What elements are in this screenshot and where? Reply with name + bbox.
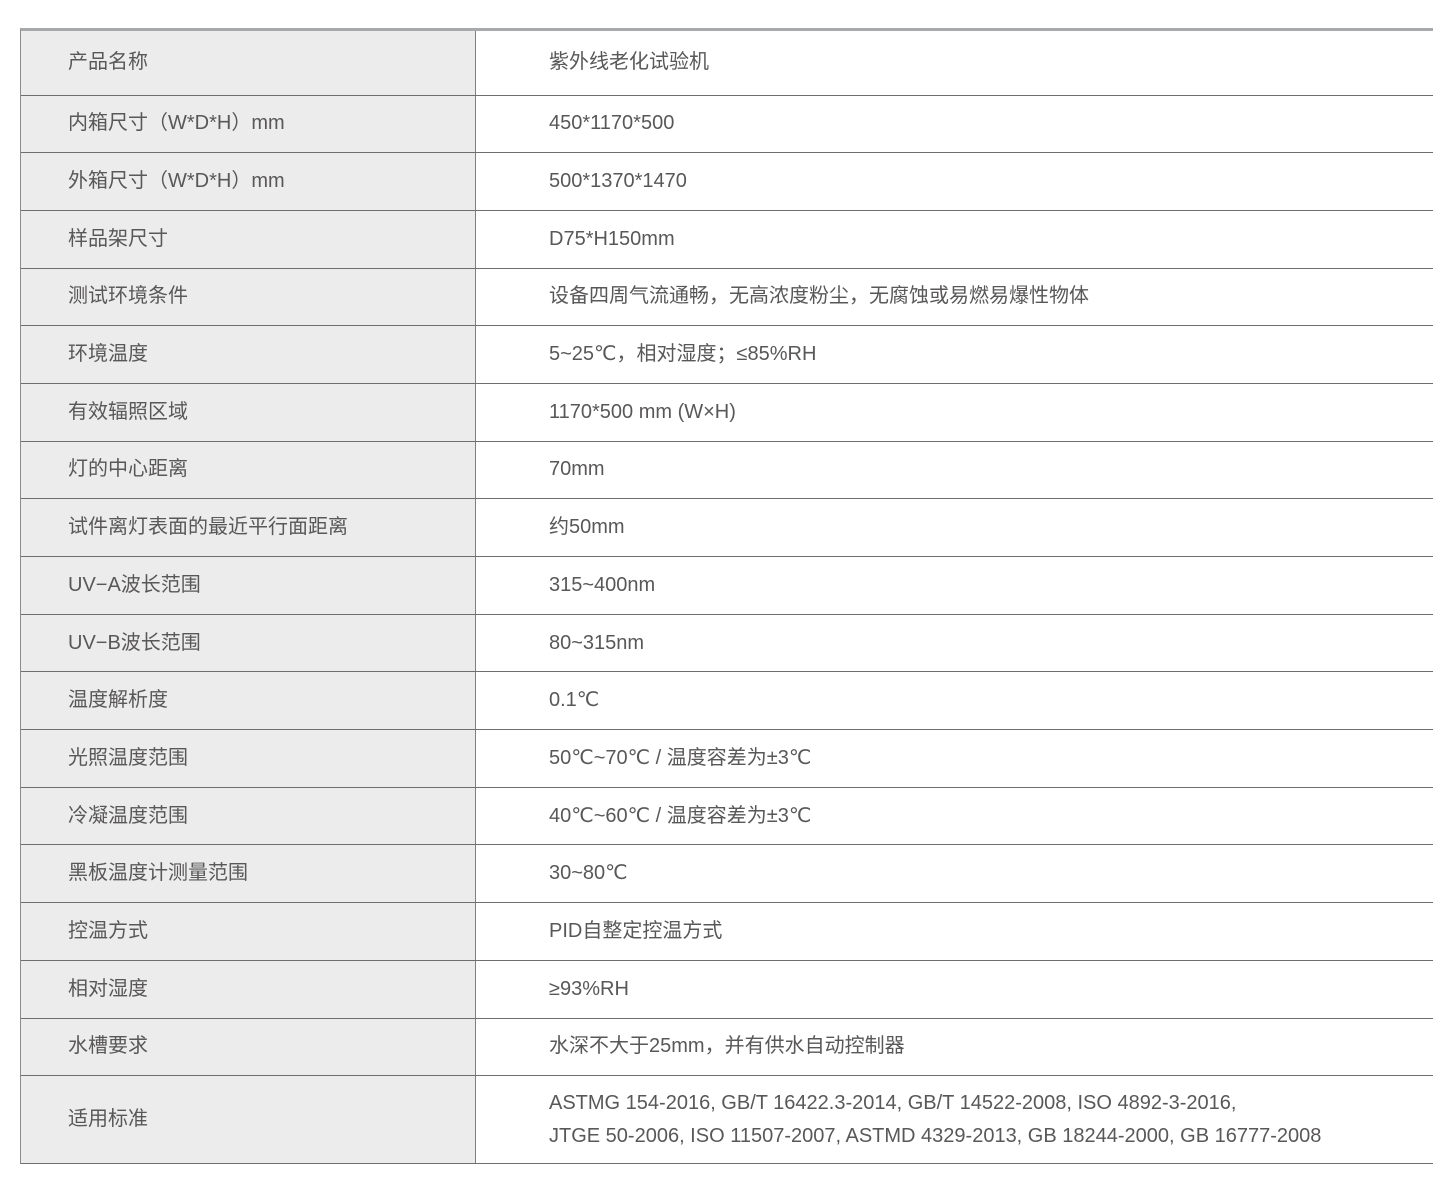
spec-value: 70mm bbox=[476, 441, 1433, 499]
spec-label: 黑板温度计测量范围 bbox=[21, 845, 476, 903]
spec-value: D75*H150mm bbox=[476, 210, 1433, 268]
spec-value: 500*1370*1470 bbox=[476, 153, 1433, 210]
spec-label: 试件离灯表面的最近平行面距离 bbox=[21, 499, 476, 556]
spec-label: 光照温度范围 bbox=[21, 730, 476, 787]
table-row: 产品名称 紫外线老化试验机 bbox=[21, 31, 1433, 96]
table-row: 光照温度范围 50℃~70℃ / 温度容差为±3℃ bbox=[21, 730, 1433, 788]
spec-label: UV−B波长范围 bbox=[21, 614, 476, 672]
spec-value: 0.1℃ bbox=[476, 672, 1433, 730]
spec-value: 5~25℃，相对湿度；≤85%RH bbox=[476, 326, 1433, 383]
table-row: UV−A波长范围 315~400nm bbox=[21, 557, 1433, 615]
table-row: 控温方式 PID自整定控温方式 bbox=[21, 903, 1433, 961]
spec-value: ≥93%RH bbox=[476, 960, 1433, 1018]
spec-value: 紫外线老化试验机 bbox=[476, 31, 1433, 95]
table-row: 内箱尺寸（W*D*H）mm 450*1170*500 bbox=[21, 95, 1433, 154]
spec-value: 约50mm bbox=[476, 499, 1433, 556]
table-row: 温度解析度 0.1℃ bbox=[21, 672, 1433, 731]
table-row: 测试环境条件 设备四周气流通畅，无高浓度粉尘，无腐蚀或易燃易爆性物体 bbox=[21, 268, 1433, 327]
table-row: 灯的中心距离 70mm bbox=[21, 441, 1433, 500]
spec-value: 1170*500 mm (W×H) bbox=[476, 383, 1433, 441]
spec-label: 外箱尺寸（W*D*H）mm bbox=[21, 153, 476, 210]
spec-label: 温度解析度 bbox=[21, 672, 476, 730]
spec-table: 产品名称 紫外线老化试验机 内箱尺寸（W*D*H）mm 450*1170*500… bbox=[20, 28, 1433, 1165]
table-row: 黑板温度计测量范围 30~80℃ bbox=[21, 845, 1433, 904]
spec-value: 315~400nm bbox=[476, 557, 1433, 614]
spec-label: 水槽要求 bbox=[21, 1018, 476, 1076]
spec-label: 测试环境条件 bbox=[21, 268, 476, 326]
table-row: UV−B波长范围 80~315nm bbox=[21, 614, 1433, 673]
table-row: 试件离灯表面的最近平行面距离 约50mm bbox=[21, 499, 1433, 557]
spec-label: 样品架尺寸 bbox=[21, 210, 476, 268]
spec-label: 相对湿度 bbox=[21, 960, 476, 1018]
table-row: 有效辐照区域 1170*500 mm (W×H) bbox=[21, 383, 1433, 442]
spec-label: 有效辐照区域 bbox=[21, 383, 476, 441]
spec-label: UV−A波长范围 bbox=[21, 557, 476, 614]
table-row: 适用标准 ASTMG 154-2016, GB/T 16422.3-2014, … bbox=[21, 1076, 1433, 1165]
spec-value: 30~80℃ bbox=[476, 845, 1433, 903]
spec-label: 冷凝温度范围 bbox=[21, 787, 476, 845]
spec-label: 适用标准 bbox=[21, 1076, 476, 1164]
spec-value: 450*1170*500 bbox=[476, 95, 1433, 153]
spec-value: 40℃~60℃ / 温度容差为±3℃ bbox=[476, 787, 1433, 845]
table-row: 外箱尺寸（W*D*H）mm 500*1370*1470 bbox=[21, 153, 1433, 211]
spec-value: PID自整定控温方式 bbox=[476, 903, 1433, 960]
table-row: 样品架尺寸 D75*H150mm bbox=[21, 210, 1433, 269]
table-row: 冷凝温度范围 40℃~60℃ / 温度容差为±3℃ bbox=[21, 787, 1433, 846]
spec-value: ASTMG 154-2016, GB/T 16422.3-2014, GB/T … bbox=[476, 1076, 1433, 1164]
table-row: 水槽要求 水深不大于25mm，并有供水自动控制器 bbox=[21, 1018, 1433, 1077]
spec-label: 内箱尺寸（W*D*H）mm bbox=[21, 95, 476, 153]
spec-label: 灯的中心距离 bbox=[21, 441, 476, 499]
spec-value: 80~315nm bbox=[476, 614, 1433, 672]
spec-value: 水深不大于25mm，并有供水自动控制器 bbox=[476, 1018, 1433, 1076]
table-row: 环境温度 5~25℃，相对湿度；≤85%RH bbox=[21, 326, 1433, 384]
spec-value: 50℃~70℃ / 温度容差为±3℃ bbox=[476, 730, 1433, 787]
spec-value: 设备四周气流通畅，无高浓度粉尘，无腐蚀或易燃易爆性物体 bbox=[476, 268, 1433, 326]
table-row: 相对湿度 ≥93%RH bbox=[21, 960, 1433, 1019]
spec-label: 环境温度 bbox=[21, 326, 476, 383]
spec-label: 控温方式 bbox=[21, 903, 476, 960]
spec-label: 产品名称 bbox=[21, 31, 476, 95]
